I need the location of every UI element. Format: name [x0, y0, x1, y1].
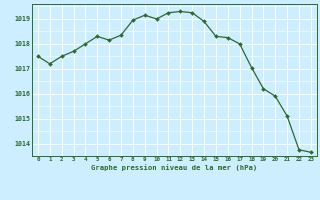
X-axis label: Graphe pression niveau de la mer (hPa): Graphe pression niveau de la mer (hPa): [91, 164, 258, 171]
